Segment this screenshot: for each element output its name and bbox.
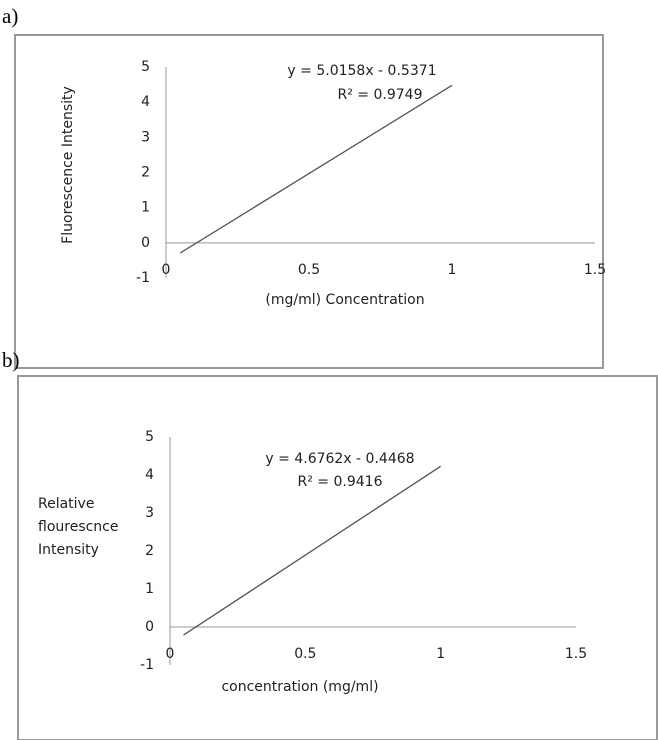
y-tick-label: 2 <box>145 543 154 559</box>
panel-label: a) <box>2 4 18 28</box>
x-axis-title: (mg/ml) Concentration <box>265 292 424 308</box>
x-tick-label: 1.5 <box>565 646 587 662</box>
y-axis-title: Relative <box>38 496 94 512</box>
trendline-equation: y = 4.6762x - 0.4468 <box>265 451 414 467</box>
trendline-equation: R² = 0.9416 <box>298 474 383 490</box>
y-tick-label: 3 <box>141 129 150 145</box>
x-tick-label: 0 <box>162 262 171 278</box>
chart-border <box>14 34 604 369</box>
y-axis-title: Intensity <box>38 542 99 558</box>
y-tick-label: 2 <box>141 165 150 181</box>
y-tick-label: 4 <box>141 94 150 110</box>
trendline-equation: y = 5.0158x - 0.5371 <box>287 63 436 79</box>
y-tick-label: 1 <box>145 581 154 597</box>
trendline <box>183 465 442 636</box>
x-tick-label: 1.5 <box>584 262 606 278</box>
x-tick-label: 1 <box>436 646 445 662</box>
x-tick-label: 0 <box>166 646 175 662</box>
y-tick-label: 5 <box>145 429 154 445</box>
trendline <box>179 84 453 254</box>
y-tick-label: -1 <box>140 657 154 673</box>
y-tick-label: 4 <box>145 467 154 483</box>
y-tick-label: 0 <box>141 235 150 251</box>
x-axis-title: concentration (mg/ml) <box>221 679 378 695</box>
y-axis-title: flourescnce <box>38 519 119 535</box>
trendline-equation: R² = 0.9749 <box>338 87 423 103</box>
chart-border <box>17 375 658 740</box>
y-tick-label: 5 <box>141 59 150 75</box>
y-tick-label: 1 <box>141 200 150 216</box>
y-tick-label: 3 <box>145 505 154 521</box>
y-tick-label: 0 <box>145 619 154 635</box>
x-tick-label: 0.5 <box>294 646 316 662</box>
x-tick-label: 0.5 <box>298 262 320 278</box>
y-tick-label: -1 <box>136 270 150 286</box>
x-tick-label: 1 <box>448 262 457 278</box>
y-axis-title: Fluorescence Intensity <box>60 86 76 244</box>
panel-label: b) <box>2 348 20 372</box>
